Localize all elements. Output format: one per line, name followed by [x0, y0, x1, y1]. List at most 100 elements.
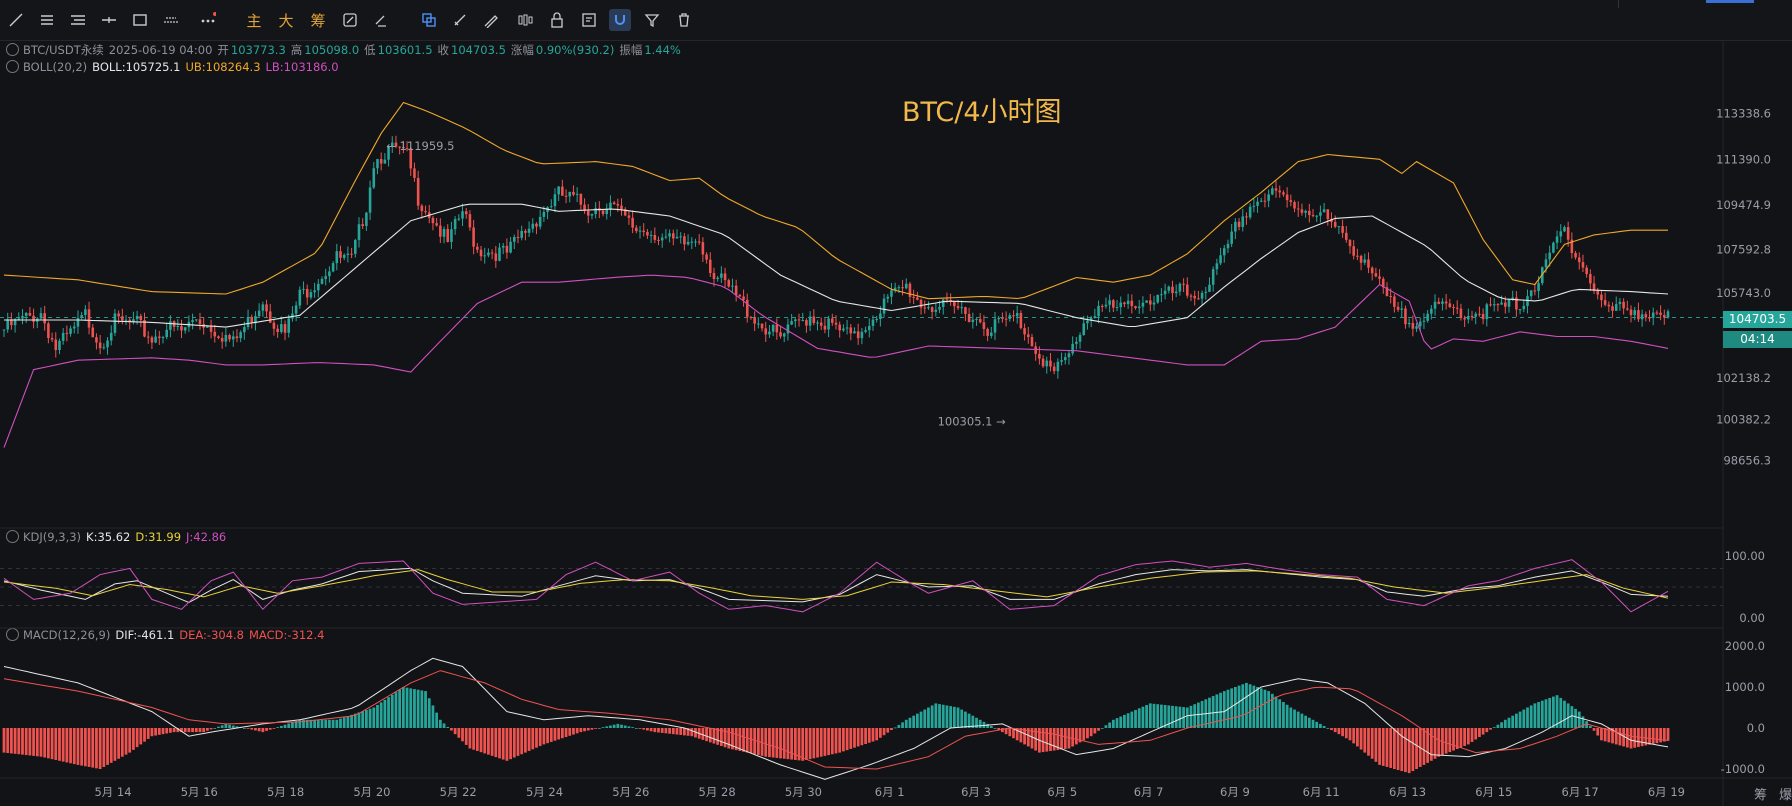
high-value: 105098.0	[304, 43, 360, 57]
candle-body	[1001, 317, 1004, 319]
more-tools-icon[interactable]	[197, 9, 219, 31]
macd-bar	[978, 719, 982, 728]
corner-tab[interactable]	[1706, 0, 1754, 3]
candle-body	[675, 236, 679, 239]
macd-bar	[21, 728, 24, 755]
filter-icon[interactable]	[641, 9, 663, 31]
macd-bar	[708, 728, 712, 743]
macd-bar	[242, 728, 246, 729]
candle-body	[32, 315, 35, 322]
macd-bar	[217, 726, 220, 728]
candle-body	[383, 159, 387, 164]
candle-body	[161, 337, 165, 339]
candle-body	[1526, 296, 1529, 306]
chips-indicator-button[interactable]: 筹	[310, 11, 326, 30]
macd-bar	[1248, 684, 1252, 728]
candle-body	[953, 301, 956, 307]
candle-body	[1437, 301, 1441, 304]
macd-bar	[1015, 728, 1019, 741]
macd-bar	[631, 727, 635, 728]
chips-button[interactable]: 筹	[1754, 788, 1768, 803]
macd-bar	[782, 728, 786, 759]
candle-body	[564, 195, 568, 197]
amplitude-value: 1.44%	[644, 43, 681, 57]
candle-body	[886, 296, 890, 299]
eye-icon[interactable]	[6, 43, 19, 56]
candles-icon[interactable]	[514, 9, 536, 31]
main-indicator-button[interactable]: 主	[246, 11, 262, 30]
candle-body	[350, 253, 353, 255]
macd-bar	[250, 728, 254, 730]
macd-bar	[305, 719, 309, 728]
price-range-icon[interactable]	[160, 9, 182, 31]
macd-bar	[616, 723, 620, 728]
burst-button[interactable]: 爆	[1779, 788, 1792, 803]
macd-bar	[313, 719, 316, 728]
macd-bar	[1115, 718, 1119, 728]
candle-body	[542, 211, 546, 217]
macd-bar	[1644, 728, 1648, 746]
macd-bar	[65, 728, 69, 763]
macd-bar	[124, 728, 128, 755]
candle-body	[823, 325, 827, 330]
macd-bar	[679, 728, 683, 735]
eraser-icon[interactable]	[371, 9, 393, 31]
candle-body	[923, 307, 927, 309]
macd-bar	[1111, 719, 1115, 728]
candle-body	[1167, 286, 1171, 291]
magnet-icon[interactable]	[609, 9, 631, 31]
macd-bar	[1078, 728, 1082, 743]
candle-body	[1415, 326, 1418, 329]
brush-icon[interactable]	[449, 9, 471, 31]
trend-line-icon[interactable]	[5, 9, 27, 31]
notes-icon[interactable]	[578, 9, 600, 31]
candle-body	[1559, 231, 1563, 237]
macd-bar	[653, 728, 657, 733]
shapes-icon[interactable]	[418, 9, 440, 31]
eye-icon[interactable]	[6, 530, 19, 543]
candle-body	[742, 296, 745, 300]
candle-body	[405, 148, 409, 150]
macd-bar	[1603, 728, 1607, 742]
low-value: 103601.5	[377, 43, 433, 57]
rectangle-icon[interactable]	[129, 9, 151, 31]
macd-bar	[117, 728, 121, 759]
macd-bar	[1041, 728, 1045, 753]
auto-fit-icon[interactable]	[339, 9, 361, 31]
open-value: 103773.3	[230, 43, 286, 57]
candle-body	[1537, 283, 1540, 291]
horizontal-lines-icon[interactable]	[36, 9, 58, 31]
candle-body	[390, 142, 394, 147]
candle-body	[1404, 308, 1407, 325]
ohlc-info-bar: BTC/USDT永续 2025-06-19 04:00 开 103773.3 高 1050…	[6, 42, 686, 58]
macd-bar	[690, 728, 694, 737]
chart-canvas[interactable]: 113338.6 111390.0 109474.9 107592.8 105743.0…	[0, 40, 1792, 806]
lock-icon[interactable]	[546, 9, 568, 31]
candle-body	[1352, 246, 1355, 256]
candle-body	[572, 191, 575, 195]
trash-icon[interactable]	[673, 9, 695, 31]
macd-bar	[368, 708, 372, 728]
macd-bar	[1367, 728, 1370, 756]
macd-bar	[538, 728, 542, 747]
big-indicator-button[interactable]: 大	[278, 11, 294, 30]
macd-bar	[364, 709, 368, 728]
candle-body	[342, 254, 346, 258]
macd-bar	[1189, 705, 1193, 728]
macd-bar	[1470, 728, 1474, 742]
eye-icon[interactable]	[6, 60, 19, 73]
macd-bar	[827, 728, 830, 756]
pencil-icon[interactable]	[480, 9, 502, 31]
cross-line-icon[interactable]	[98, 9, 120, 31]
candle-body	[353, 239, 357, 254]
macd-bar	[694, 728, 697, 738]
macd-bar	[416, 689, 420, 728]
candles	[2, 135, 1670, 379]
macd-bar	[938, 704, 941, 728]
parallel-channel-icon[interactable]	[67, 9, 89, 31]
macd-bar	[838, 728, 842, 753]
candle-body	[1282, 192, 1285, 195]
candle-body	[224, 335, 228, 342]
candle-body	[1112, 300, 1115, 308]
candle-body	[1478, 313, 1481, 315]
